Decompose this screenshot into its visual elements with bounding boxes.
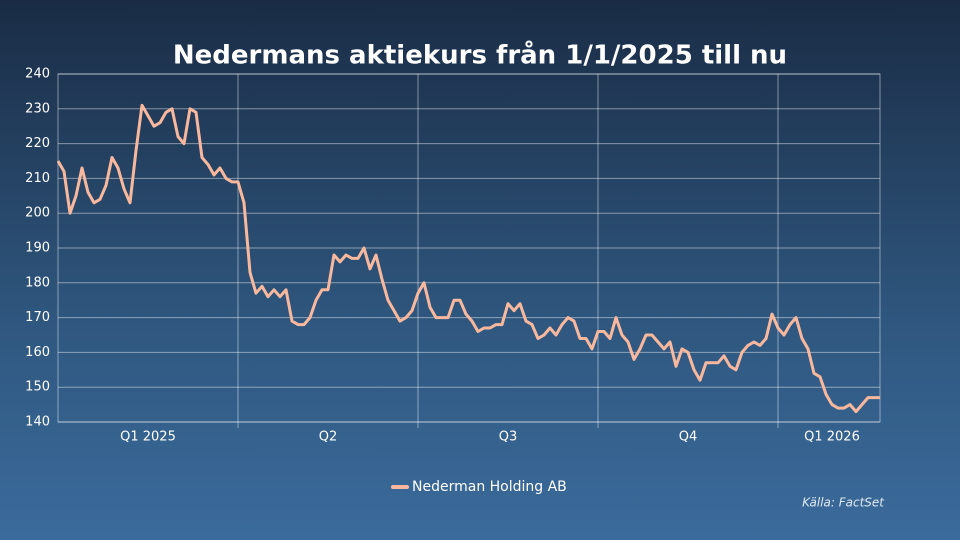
y-tick-label: 170: [25, 310, 50, 325]
y-tick-label: 140: [25, 415, 50, 430]
y-tick-label: 240: [25, 67, 50, 82]
x-tick-label: Q1 2025: [120, 430, 176, 445]
x-tick-label: Q2: [319, 430, 338, 445]
y-tick-label: 180: [25, 275, 50, 290]
plot-frame: [57, 73, 881, 423]
x-tick-label: Q4: [679, 430, 698, 445]
y-tick-label: 160: [25, 345, 50, 360]
legend-label: Nederman Holding AB: [412, 479, 567, 495]
source: Källa: FactSet: [802, 496, 885, 510]
y-tick-label: 220: [25, 136, 50, 151]
y-tick-label: 230: [25, 101, 50, 116]
x-tick-label: Q3: [499, 430, 518, 445]
price-line: [56, 103, 880, 414]
y-tick-label: 190: [25, 241, 50, 256]
y-tick-label: 200: [25, 206, 50, 221]
chart-title: Nedermans aktiekurs från 1/1/2025 till n…: [173, 39, 787, 71]
x-tick-label: Q1 2026: [804, 430, 860, 445]
y-tick-label: 210: [25, 171, 50, 186]
y-tick-label: 150: [25, 380, 50, 395]
